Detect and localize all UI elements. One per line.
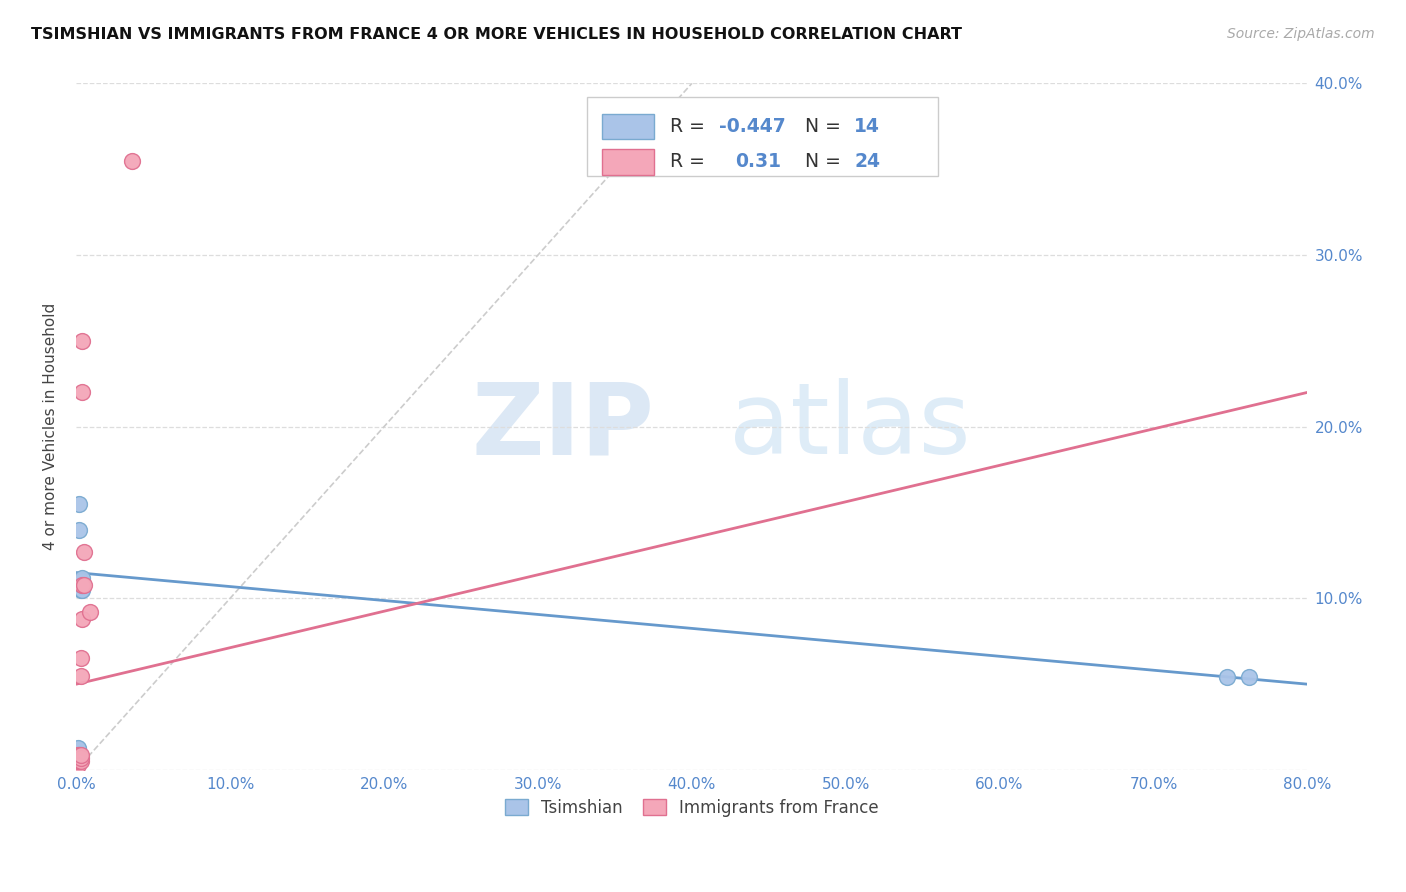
Point	[67, 749, 90, 764]
Point	[69, 651, 91, 665]
Text: ZIP: ZIP	[472, 378, 655, 475]
Point	[66, 746, 89, 760]
Text: -0.447: -0.447	[718, 117, 786, 136]
Point	[72, 612, 94, 626]
Point	[1216, 670, 1239, 684]
Point	[69, 747, 91, 762]
Point	[72, 571, 94, 585]
Point	[66, 740, 89, 755]
Point	[73, 545, 96, 559]
Point	[67, 497, 90, 511]
FancyBboxPatch shape	[602, 149, 654, 175]
FancyBboxPatch shape	[602, 114, 654, 139]
Point	[67, 755, 90, 769]
Point	[72, 577, 94, 591]
Point	[66, 744, 89, 758]
Point	[1237, 670, 1260, 684]
Point	[69, 755, 91, 769]
Point	[66, 742, 89, 756]
Text: N =: N =	[806, 153, 846, 171]
Text: 14: 14	[855, 117, 880, 136]
Point	[69, 582, 91, 597]
Text: R =: R =	[669, 117, 710, 136]
Point	[67, 751, 90, 765]
Text: R =: R =	[669, 153, 710, 171]
Point	[72, 582, 94, 597]
Point	[72, 577, 94, 591]
Point	[67, 753, 90, 767]
Text: 24: 24	[855, 153, 880, 171]
Point	[79, 605, 101, 619]
Point	[66, 751, 89, 765]
Y-axis label: 4 or more Vehicles in Household: 4 or more Vehicles in Household	[44, 303, 58, 550]
Point	[72, 385, 94, 400]
Point	[66, 747, 89, 762]
Point	[66, 749, 89, 764]
Point	[67, 747, 90, 762]
Point	[67, 523, 90, 537]
Legend: Tsimshian, Immigrants from France: Tsimshian, Immigrants from France	[498, 792, 886, 823]
Point	[66, 753, 89, 767]
Point	[69, 668, 91, 682]
Text: Source: ZipAtlas.com: Source: ZipAtlas.com	[1227, 27, 1375, 41]
Point	[121, 153, 143, 168]
Text: N =: N =	[806, 117, 846, 136]
FancyBboxPatch shape	[588, 97, 938, 176]
Point	[69, 574, 91, 589]
Point	[73, 577, 96, 591]
Point	[66, 757, 89, 772]
Point	[66, 755, 89, 769]
Point	[69, 751, 91, 765]
Point	[72, 334, 94, 348]
Point	[67, 747, 90, 762]
Text: 0.31: 0.31	[735, 153, 780, 171]
Text: atlas: atlas	[728, 378, 970, 475]
Text: TSIMSHIAN VS IMMIGRANTS FROM FRANCE 4 OR MORE VEHICLES IN HOUSEHOLD CORRELATION : TSIMSHIAN VS IMMIGRANTS FROM FRANCE 4 OR…	[31, 27, 962, 42]
